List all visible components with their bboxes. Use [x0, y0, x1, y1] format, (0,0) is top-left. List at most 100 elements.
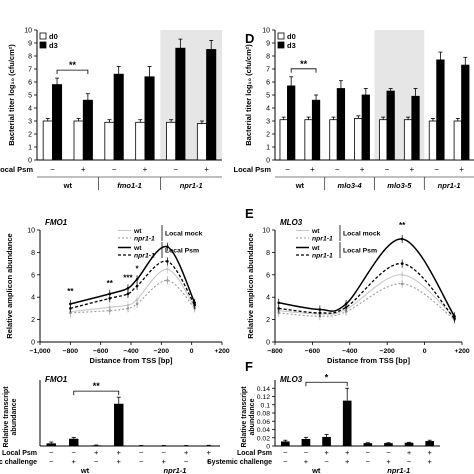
- psm-sign: +: [459, 165, 464, 174]
- local-psm-sign: −: [139, 448, 144, 457]
- data-point: [69, 307, 72, 310]
- bar: [46, 443, 56, 446]
- psm-sign: +: [204, 165, 209, 174]
- y-tick-label: 6: [266, 272, 270, 279]
- local-psm-sign: +: [94, 448, 99, 457]
- psm-sign: +: [360, 165, 365, 174]
- significance-label: **: [67, 287, 74, 296]
- series-line-wt: [70, 268, 196, 313]
- y-tick-label: 6: [31, 272, 35, 279]
- panel-letter-e: E: [245, 206, 254, 221]
- row-label-local-psm: Local Psm: [2, 450, 37, 457]
- data-point: [69, 302, 72, 306]
- significance-label: *: [136, 264, 140, 273]
- bar-d0: [403, 119, 413, 161]
- x-tick-label: −400: [342, 348, 358, 355]
- systemic-sign: +: [386, 457, 391, 466]
- significance-label: **: [93, 381, 101, 391]
- bar-d3: [175, 47, 186, 161]
- chart-title: MLO3: [280, 375, 303, 384]
- significance-bracket: [305, 381, 348, 387]
- x-tick-label: −1,000: [30, 348, 51, 355]
- row-label-local-psm: Local Psm: [237, 450, 272, 457]
- y-tick-label: 10: [262, 228, 270, 235]
- bar: [91, 445, 101, 446]
- significance-bracket: [56, 69, 89, 75]
- y-tick-label: 2: [28, 132, 32, 139]
- local-psm-sign: −: [283, 448, 288, 457]
- series-line-npr1-1: [70, 260, 196, 310]
- x-tick-label: 0: [423, 348, 427, 355]
- systemic-sign: −: [407, 457, 412, 466]
- y-tick-label: 0.1: [261, 402, 271, 409]
- y-tick-label: 9: [266, 41, 270, 48]
- y-axis-label: Relative transcript: [241, 386, 248, 448]
- group-label: npr1-1: [180, 181, 203, 190]
- bar-d3: [206, 49, 217, 161]
- y-tick-label: 2: [31, 317, 35, 324]
- bar: [69, 438, 79, 446]
- y-tick-label: 0.04: [257, 427, 270, 434]
- y-axis-label: Relative transcript: [3, 386, 10, 448]
- panel-letter-d: D: [245, 31, 254, 46]
- y-axis-label: abundance: [249, 398, 256, 435]
- bar: [181, 445, 191, 447]
- data-point: [69, 311, 72, 315]
- panel-a-titer-chart: 0 1 2 3 4 5 6 7 8 9 10 Bacterial titer log₁₀ (cfu/c…: [0, 28, 222, 190]
- bar: [384, 443, 393, 446]
- data-point: [135, 298, 139, 301]
- y-tick-label: 6: [266, 80, 270, 87]
- panel-f-mlo3-transcript-chart: 0 0.020.040.060.08 0.10.120.14 MLO3 Relative…: [207, 372, 440, 474]
- data-point: [344, 305, 348, 309]
- bar: [425, 441, 435, 446]
- y-tick-label: 0: [31, 340, 35, 347]
- x-tick-label: −200: [380, 348, 396, 355]
- bar-d3: [113, 73, 124, 161]
- significance-label: **: [300, 59, 308, 69]
- x-tick-label: −800: [267, 348, 283, 355]
- significance-label: ***: [123, 273, 133, 282]
- psm-sign: −: [434, 165, 439, 174]
- systemic-sign: +: [304, 457, 309, 466]
- chart-title: FMO1: [45, 218, 68, 227]
- data-point: [277, 301, 281, 305]
- local-psm-sign: +: [117, 448, 122, 457]
- data-point: [400, 273, 404, 277]
- x-tick-label: +200: [214, 348, 230, 355]
- y-tick-label: 0.12: [257, 394, 270, 401]
- systemic-sign: −: [139, 457, 144, 466]
- panel-letter-f: F: [245, 359, 253, 374]
- y-tick-label: 0: [266, 340, 270, 347]
- legend-label: npr1-1: [312, 236, 333, 243]
- group-label: wt: [80, 466, 90, 474]
- bar: [114, 403, 124, 446]
- group-label: wt: [311, 466, 321, 474]
- local-psm-sign: −: [366, 448, 371, 457]
- data-point: [166, 267, 169, 271]
- bar-d3: [361, 94, 370, 161]
- bar-d3: [52, 84, 63, 161]
- bar: [204, 445, 214, 447]
- psm-sign: −: [285, 165, 290, 174]
- local-psm-sign: +: [407, 448, 412, 457]
- bar-d0: [379, 119, 388, 161]
- data-point: [277, 311, 281, 315]
- series-line-wt: [278, 274, 455, 318]
- systemic-sign: −: [94, 457, 99, 466]
- group-label: mlo3-5: [387, 181, 412, 190]
- data-point: [126, 292, 130, 296]
- psm-sign: −: [112, 165, 117, 174]
- y-tick-label: 7: [266, 67, 270, 74]
- row-label-psm: Local Psm: [0, 165, 33, 174]
- data-point: [108, 297, 112, 300]
- bar-d0: [135, 121, 146, 161]
- y-tick-label: 5: [28, 93, 32, 100]
- legend-group-label: Local mock: [165, 231, 203, 238]
- systemic-sign: +: [427, 457, 432, 466]
- legend-label: npr1-1: [134, 236, 155, 243]
- x-tick-label: −600: [93, 348, 109, 355]
- data-point: [126, 286, 130, 290]
- bar-d3: [287, 85, 296, 161]
- bar: [342, 400, 352, 446]
- y-tick-label: 0.02: [257, 435, 270, 442]
